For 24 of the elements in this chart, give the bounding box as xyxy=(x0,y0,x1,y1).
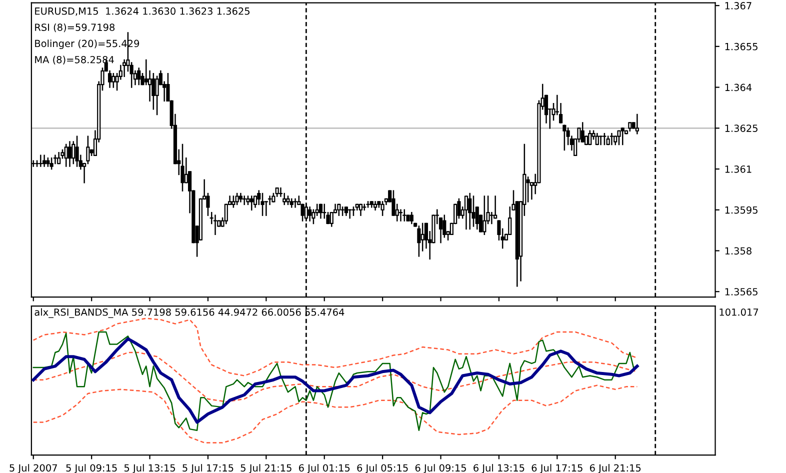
x-tick-label: 6 Jul 09:15 xyxy=(415,464,466,473)
x-tick-label: 6 Jul 05:15 xyxy=(357,464,408,473)
x-tick-label: 6 Jul 17:15 xyxy=(532,464,582,473)
x-tick-label: 5 Jul 09:15 xyxy=(66,464,117,473)
y-tick-label: 1.3595 xyxy=(725,206,758,214)
text: 101.017 xyxy=(720,308,758,316)
x-tick-label: 5 Jul 21:15 xyxy=(240,464,292,473)
x-tick-label: 6 Jul 13:15 xyxy=(474,464,524,473)
chart-title: alx_RSI_BANDS_MA 59.7198 59.6156 44.9472 66.0056 55.4764 xyxy=(34,308,344,318)
y-tick-label: 1.3655 xyxy=(725,42,758,50)
chart-title: EURUSD,M15 1.3624 1.3630 1.3623 1.3625 xyxy=(35,7,250,16)
annotation: RSI (8)=59.7198 xyxy=(35,23,115,32)
y-tick-label: 1.358 xyxy=(725,247,752,255)
x-tick-label: 6 Jul 21:15 xyxy=(590,464,641,473)
y-tick-label: 1.367 xyxy=(725,2,752,10)
x-tick-label: 5 Jul 13:15 xyxy=(124,464,175,473)
y-tick-label: 1.3625 xyxy=(725,124,758,132)
annotation: MA (8)=58.2584 xyxy=(35,56,114,64)
x-tick-label: 5 Jul 17:15 xyxy=(182,464,234,473)
y-tick-label: 1.364 xyxy=(725,84,752,92)
x-tick-label: 6 Jul 01:15 xyxy=(298,464,350,473)
y-tick-label: 1.361 xyxy=(725,165,752,173)
x-tick-label: 5 Jul 2007 xyxy=(10,464,57,473)
y-tick-label: 1.3565 xyxy=(725,288,758,296)
